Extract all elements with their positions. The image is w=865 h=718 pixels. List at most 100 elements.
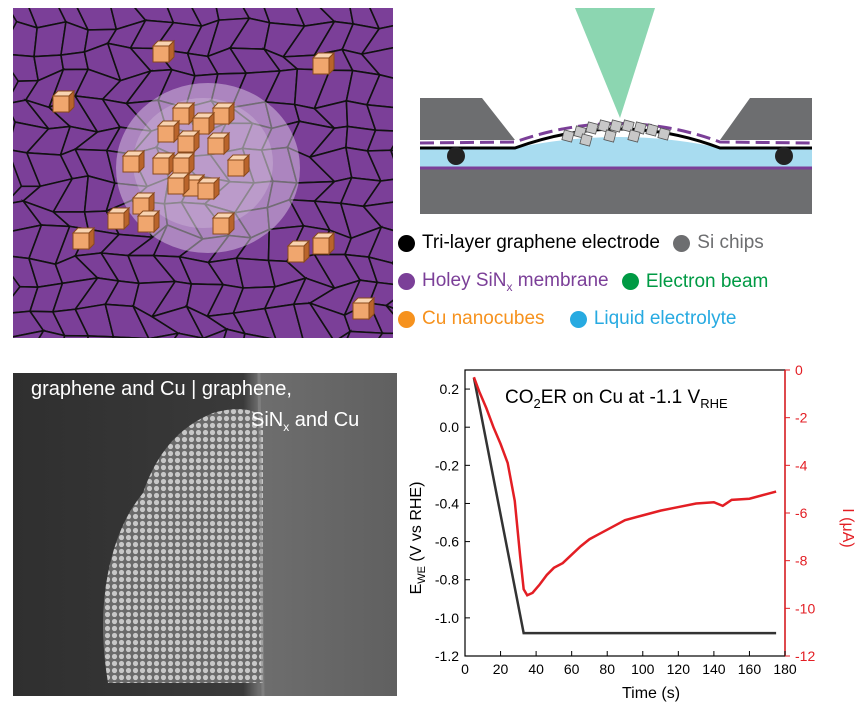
legend-row-2: Holey SiNx membrane Electron beam <box>398 270 776 296</box>
cu-cube-side <box>68 89 75 114</box>
graphene-cell <box>365 73 393 109</box>
cu-nanocubes-section <box>561 119 671 147</box>
cu-cube-side <box>123 206 130 231</box>
left-tick-label: -0.4 <box>435 495 459 511</box>
left-tick-label: 0.0 <box>440 419 460 435</box>
right-axis-ticks: 0 -2 -4 -6 -8 -10 -12 <box>785 362 815 664</box>
cell-cross-section <box>419 8 813 218</box>
graphene-cell <box>243 332 272 338</box>
graphene-cell <box>148 332 181 338</box>
cu-cube <box>52 95 70 113</box>
electron-beam-cone <box>575 8 655 118</box>
electron-beam-dot-icon <box>621 273 639 291</box>
graphene-cell <box>367 302 393 335</box>
cu-cube-side <box>328 51 335 76</box>
right-tick-label: -10 <box>795 600 815 616</box>
caption-right-line1: graphene, <box>201 378 292 400</box>
cu-cube-side <box>213 176 220 201</box>
cu-cube-side <box>208 111 215 136</box>
x-axis-label: Time (s) <box>622 685 680 702</box>
si-chips-dot-icon <box>673 234 691 252</box>
graphene-cell <box>202 327 229 338</box>
left-tick-label: -0.2 <box>435 457 459 473</box>
left-tick-label: -0.8 <box>435 572 459 588</box>
cu-cube <box>585 121 599 135</box>
cu-cube <box>152 45 170 63</box>
graphene-cell <box>361 201 393 232</box>
caption-right-sub: x <box>283 420 290 434</box>
graphene-cell <box>346 330 384 338</box>
graphene-cell <box>112 336 151 338</box>
left-tick-label: -0.6 <box>435 534 459 550</box>
cu-cube-side <box>193 129 200 154</box>
caption-separator: | <box>191 378 197 400</box>
cu-cube <box>609 119 623 133</box>
spacer-right <box>775 147 793 165</box>
x-tick-label: 180 <box>773 661 797 677</box>
cu-cube <box>645 123 659 137</box>
graphene-cell <box>378 332 393 338</box>
graphene-dot-icon <box>398 234 415 252</box>
legend-label: Holey SiNx membrane <box>422 270 609 294</box>
right-axis-label: I (μA) <box>839 508 856 547</box>
graphene-cell <box>63 334 90 338</box>
sinx-dot-icon <box>398 273 415 291</box>
legend-label: Electron beam <box>645 270 769 292</box>
si-chip-top-right <box>720 98 812 140</box>
cu-cube-side <box>168 39 175 64</box>
legend-label: Liquid electrolyte <box>593 308 737 329</box>
legend-item-graphene: Tri-layer graphene electrode <box>398 232 660 254</box>
right-tick-label: -6 <box>795 505 808 521</box>
cu-cube <box>167 177 185 195</box>
cu-cube-side <box>153 209 160 234</box>
graphene-cell <box>232 307 277 338</box>
caption-right-main: SiN <box>251 409 284 431</box>
left-axis-label: EWE (V vs RHE) <box>408 482 428 595</box>
x-tick-label: 20 <box>493 661 509 677</box>
cu-cube <box>561 129 575 143</box>
cu-cube <box>177 135 195 153</box>
cu-cube-side <box>228 101 235 126</box>
x-tick-label: 120 <box>667 661 691 677</box>
legend-label: Cu nanocubes <box>422 308 545 329</box>
left-tick-label: -1.2 <box>435 648 459 664</box>
graphene-cell <box>13 20 39 58</box>
cu-cube-side <box>183 171 190 196</box>
cu-cube <box>212 107 230 125</box>
cu-cube <box>197 182 215 200</box>
graphene-cell <box>369 8 393 30</box>
right-tick-label: -8 <box>795 553 808 569</box>
graphene-cell <box>87 335 115 338</box>
cu-cube <box>597 119 611 133</box>
cu-dot-icon <box>398 310 415 328</box>
plot-frame <box>464 369 786 657</box>
spacer-left <box>447 147 465 165</box>
cu-cube <box>287 245 305 263</box>
graphene-cell <box>13 329 46 338</box>
potential-current-chart: 0 20 40 60 80 100 120 140 160 180 0.2 0.0 -0.2 -0.4 -… <box>405 358 860 710</box>
graphene-cell <box>292 302 334 338</box>
graphene-cell <box>359 24 393 56</box>
graphene-cell <box>384 299 393 309</box>
cu-cube-side <box>88 226 95 251</box>
graphene-cell <box>173 332 205 338</box>
cu-cube-side <box>138 149 145 174</box>
chart-svg: 0 20 40 60 80 100 120 140 160 180 0.2 0.0 -0.2 -0.4 -… <box>408 362 856 702</box>
tem-micrograph: graphene and Cu | graphene, SiNx and Cu <box>13 372 397 697</box>
cu-cube <box>152 157 170 175</box>
graphene-cell <box>361 178 393 208</box>
legend-item-electron-beam: Electron beam <box>621 270 769 293</box>
graphene-cell <box>385 304 393 315</box>
legend-item-cu: Cu nanocubes <box>398 308 545 330</box>
cu-cube-side <box>328 231 335 256</box>
cu-cube <box>122 155 140 173</box>
caption-left: graphene and Cu | graphene, <box>31 378 292 401</box>
cu-cube-side <box>223 131 230 156</box>
micrograph-image <box>13 372 397 697</box>
x-tick-label: 100 <box>631 661 655 677</box>
x-tick-label: 160 <box>738 661 762 677</box>
caption-right-tail: and Cu <box>289 409 360 431</box>
cu-cube <box>157 125 175 143</box>
caption-right: SiNx and Cu <box>251 409 359 434</box>
cu-cube-side <box>243 153 250 178</box>
